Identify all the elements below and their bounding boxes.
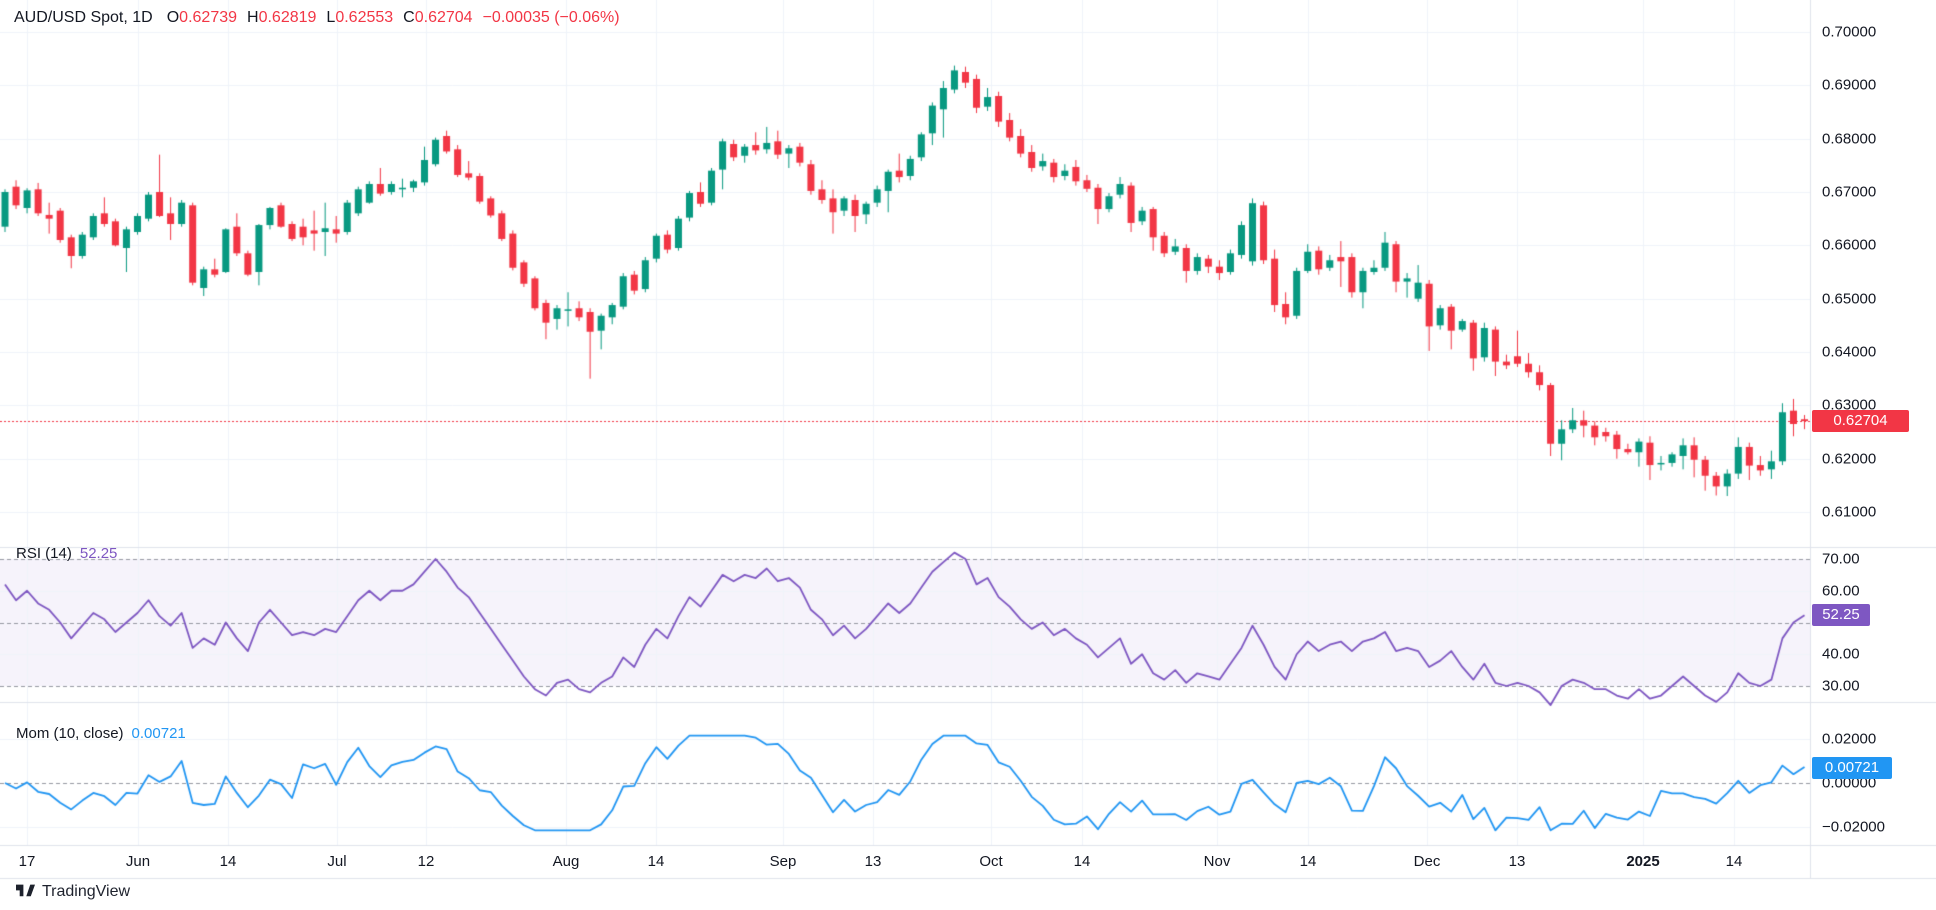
axis-tick-label: 60.00 <box>1822 582 1860 600</box>
axis-tick-label: 0.65000 <box>1822 290 1877 308</box>
open-field: O0.62739 <box>166 9 238 26</box>
axis-tick-label: 0.64000 <box>1822 343 1877 361</box>
rsi-value-badge: 52.25 <box>1812 604 1870 626</box>
axis-tick-label: 0.02000 <box>1822 730 1877 748</box>
rsi-title[interactable]: RSI (14) <box>16 545 72 562</box>
time-tick-label: 14 <box>1725 853 1743 870</box>
time-tick-label: 14 <box>219 853 237 870</box>
time-tick-label: 13 <box>1508 853 1526 870</box>
axis-tick-label: 0.63000 <box>1822 396 1877 414</box>
axis-tick-label: 70.00 <box>1822 550 1860 568</box>
time-tick-label: 12 <box>417 853 435 870</box>
time-tick-label: 17 <box>18 853 36 870</box>
axis-tick-label: 0.68000 <box>1822 130 1877 148</box>
time-tick-label: 14 <box>647 853 665 870</box>
time-tick-label: Sep <box>769 853 797 870</box>
axis-tick-label: 0.69000 <box>1822 76 1877 94</box>
current-price-badge: 0.62704 <box>1812 410 1909 432</box>
change-readout: −0.00035 (−0.06%) <box>482 9 620 26</box>
time-tick-label: Jun <box>125 853 151 870</box>
ohlc-readout: O0.62739 H0.62819 L0.62553 C0.62704 −0.0… <box>167 9 620 27</box>
axis-tick-label: −0.02000 <box>1822 818 1885 836</box>
high-field: H0.62819 <box>247 9 317 26</box>
time-tick-label: Nov <box>1203 853 1231 870</box>
axis-tick-label: 30.00 <box>1822 677 1860 695</box>
axis-tick-label: 0.62000 <box>1822 450 1877 468</box>
axis-tick-label: 0.66000 <box>1822 236 1877 254</box>
tradingview-logo-icon <box>16 884 35 897</box>
low-field: L0.62553 <box>326 9 394 26</box>
momentum-title[interactable]: Mom (10, close) <box>16 725 124 742</box>
time-tick-label: 2025 <box>1626 853 1660 870</box>
time-tick-label: 14 <box>1299 853 1317 870</box>
rsi-value: 52.25 <box>79 545 118 562</box>
momentum-value: 0.00721 <box>131 725 186 742</box>
rsi-pane-header: RSI (14) 52.25 <box>16 545 117 562</box>
axis-tick-label: 0.61000 <box>1822 503 1877 521</box>
momentum-pane-header: Mom (10, close) 0.00721 <box>16 725 186 742</box>
time-tick-label: Oct <box>979 853 1003 870</box>
axis-tick-label: 40.00 <box>1822 645 1860 663</box>
momentum-value-badge: 0.00721 <box>1812 757 1892 779</box>
axis-tick-label: 0.67000 <box>1822 183 1877 201</box>
time-tick-label: Dec <box>1413 853 1441 870</box>
symbol-title[interactable]: AUD/USD Spot, 1D <box>14 9 153 26</box>
axis-tick-label: 0.70000 <box>1822 23 1877 41</box>
symbol-header: AUD/USD Spot, 1D O0.62739 H0.62819 L0.62… <box>14 9 620 27</box>
tradingview-logo-text: TradingView <box>42 883 131 900</box>
time-tick-label: 14 <box>1073 853 1091 870</box>
close-field: C0.62704 <box>403 9 473 26</box>
time-tick-label: 13 <box>864 853 882 870</box>
tradingview-watermark[interactable]: TradingView <box>16 883 130 901</box>
time-tick-label: Aug <box>552 853 580 870</box>
time-tick-label: Jul <box>327 853 347 870</box>
